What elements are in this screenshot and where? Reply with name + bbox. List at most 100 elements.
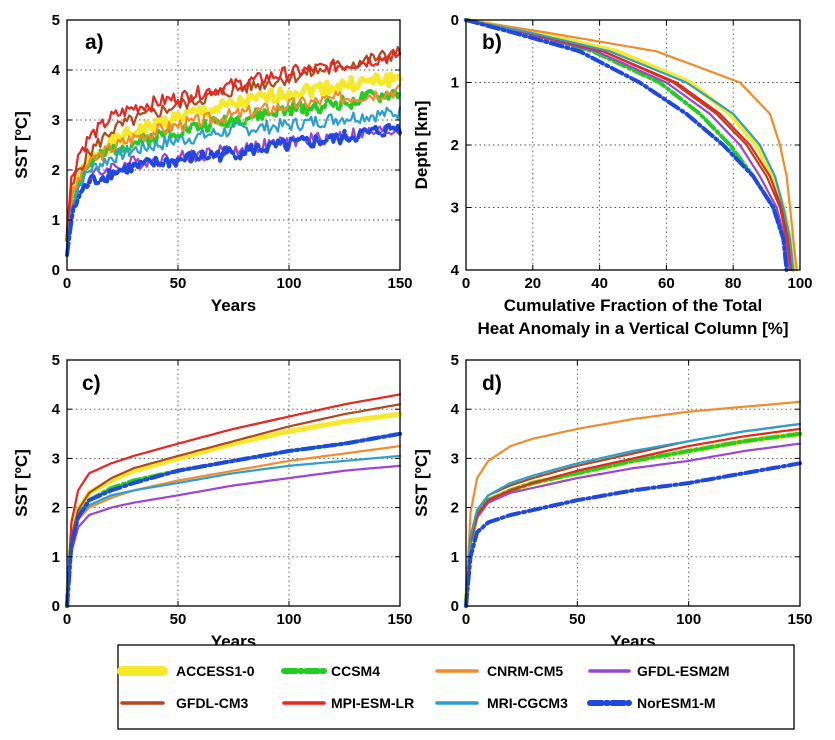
x-tick-label: 100	[276, 611, 301, 628]
y-tick-label: 5	[451, 352, 459, 369]
series-line-mpi-esm-lr	[464, 427, 802, 608]
legend-label: GFDL-CM3	[176, 695, 249, 711]
panel-label: c)	[82, 372, 101, 395]
legend-label: MPI-ESM-LR	[331, 695, 414, 711]
y-tick-label: 5	[52, 12, 60, 29]
series-line-noresm1-m	[464, 18, 789, 272]
legend-item-access1-0: ACCESS1-0	[117, 663, 255, 679]
series-line-mri-cgcm3	[464, 18, 795, 272]
y-tick-label: 3	[451, 450, 459, 467]
series-line-mri-cgcm3	[65, 454, 402, 608]
x-tick-label: 0	[63, 275, 71, 292]
series-line-cnrm-cm5	[464, 400, 802, 608]
legend-item-mpi-esm-lr: MPI-ESM-LR	[282, 695, 414, 711]
x-tick-label: 50	[569, 611, 586, 628]
y-tick-label: 4	[451, 401, 460, 418]
legend-item-cnrm-cm5: CNRM-CM5	[435, 663, 563, 679]
y-axis-label: SST [ºC]	[412, 449, 431, 517]
x-tick-label: 150	[387, 611, 412, 628]
series-group	[463, 400, 803, 609]
panel-b: 0 20 40 60 80 100 0 1 2 3 4 b) Cumulative Fraction o…	[412, 12, 813, 338]
y-tick-label: 3	[451, 200, 459, 217]
y-tick-label: 4	[52, 62, 61, 79]
series-line-gfdl-esm2m	[464, 442, 802, 608]
x-tick-label: 50	[170, 275, 187, 292]
panel-label: a)	[85, 31, 104, 54]
y-axis-label: SST [ºC]	[12, 111, 31, 179]
series-line-cnrm-cm5	[464, 18, 798, 272]
y-tick-label: 3	[52, 450, 60, 467]
x-tick-label: 100	[676, 611, 701, 628]
x-tick-label: 150	[787, 611, 812, 628]
y-tick-label: 2	[52, 162, 60, 179]
legend-item-gfdl-esm2m: GFDL-ESM2M	[588, 663, 730, 679]
series-line-mri-cgcm3	[65, 106, 402, 247]
series-line-cnrm-cm5	[65, 83, 402, 242]
panel-label: b)	[482, 31, 502, 54]
y-axis-label: Depth [km]	[412, 101, 431, 190]
series-line-access1-0	[64, 411, 403, 609]
y-tick-label: 0	[451, 12, 459, 29]
y-axis-label: SST [ºC]	[12, 449, 31, 517]
y-tick-label: 2	[451, 500, 459, 517]
x-axis-label: Cumulative Fraction of the Total	[504, 296, 762, 315]
plot-area	[466, 360, 800, 606]
panel-a: 0 50 100 150 0 1 2 3 4 5 a) Years SST [ºC]	[12, 12, 413, 315]
series-line-gfdl-esm2m	[464, 18, 792, 272]
legend-item-mri-cgcm3: MRI-CGCM3	[435, 695, 568, 711]
y-tick-label: 1	[52, 212, 60, 229]
x-tick-label: 0	[63, 611, 71, 628]
y-tick-label: 5	[52, 352, 60, 369]
series-group	[64, 393, 403, 609]
x-tick-label: 100	[787, 275, 812, 292]
series-line-noresm1-m	[464, 461, 802, 608]
series-group	[463, 17, 798, 273]
x-tick-label: 80	[725, 275, 742, 292]
panel-label: d)	[482, 372, 502, 395]
y-tick-label: 2	[451, 137, 459, 154]
y-tick-label: 2	[52, 500, 60, 517]
y-tick-label: 1	[451, 549, 459, 566]
x-tick-label: 0	[462, 275, 470, 292]
series-line-cnrm-cm5	[65, 445, 402, 608]
x-tick-label: 60	[658, 275, 675, 292]
series-line-noresm1-m	[65, 431, 402, 608]
y-tick-label: 1	[52, 549, 60, 566]
series-line-access1-0	[64, 71, 403, 243]
legend-label: MRI-CGCM3	[487, 695, 568, 711]
legend-label: GFDL-ESM2M	[637, 663, 730, 679]
plot-area	[67, 360, 400, 606]
x-tick-label: 20	[524, 275, 541, 292]
series-line-gfdl-esm2m	[65, 464, 402, 608]
x-axis-label-line2: Heat Anomaly in a Vertical Column [%]	[477, 319, 788, 338]
series-line-noresm1-m	[65, 122, 402, 257]
axes-frame	[465, 359, 801, 607]
legend-item-gfdl-cm3: GFDL-CM3	[120, 695, 249, 711]
y-tick-label: 0	[52, 262, 60, 279]
x-tick-label: 100	[276, 275, 301, 292]
series-line-gfdl-cm3	[65, 403, 402, 608]
legend-box	[117, 644, 795, 730]
x-tick-label: 0	[462, 611, 470, 628]
legend: ACCESS1-0 CCSM4 CNRM-CM5 GFDL-ESM2M GFDL-CM3…	[117, 644, 795, 730]
y-tick-label: 3	[52, 112, 60, 129]
y-tick-label: 4	[52, 401, 61, 418]
legend-label: ACCESS1-0	[176, 663, 255, 679]
series-line-mpi-esm-lr	[464, 18, 795, 272]
axes-frame	[66, 359, 401, 607]
y-tick-label: 4	[451, 262, 460, 279]
y-tick-label: 0	[52, 598, 60, 615]
x-axis-label: Years	[211, 296, 256, 315]
y-tick-label: 1	[451, 75, 459, 92]
x-tick-label: 150	[387, 275, 412, 292]
legend-item-noresm1-m: NorESM1-M	[587, 695, 716, 711]
y-tick-label: 0	[451, 598, 459, 615]
legend-label: CCSM4	[331, 663, 380, 679]
legend-label: CNRM-CM5	[487, 663, 563, 679]
series-group	[64, 45, 403, 257]
series-line-mri-cgcm3	[464, 422, 802, 608]
legend-label: NorESM1-M	[637, 695, 716, 711]
